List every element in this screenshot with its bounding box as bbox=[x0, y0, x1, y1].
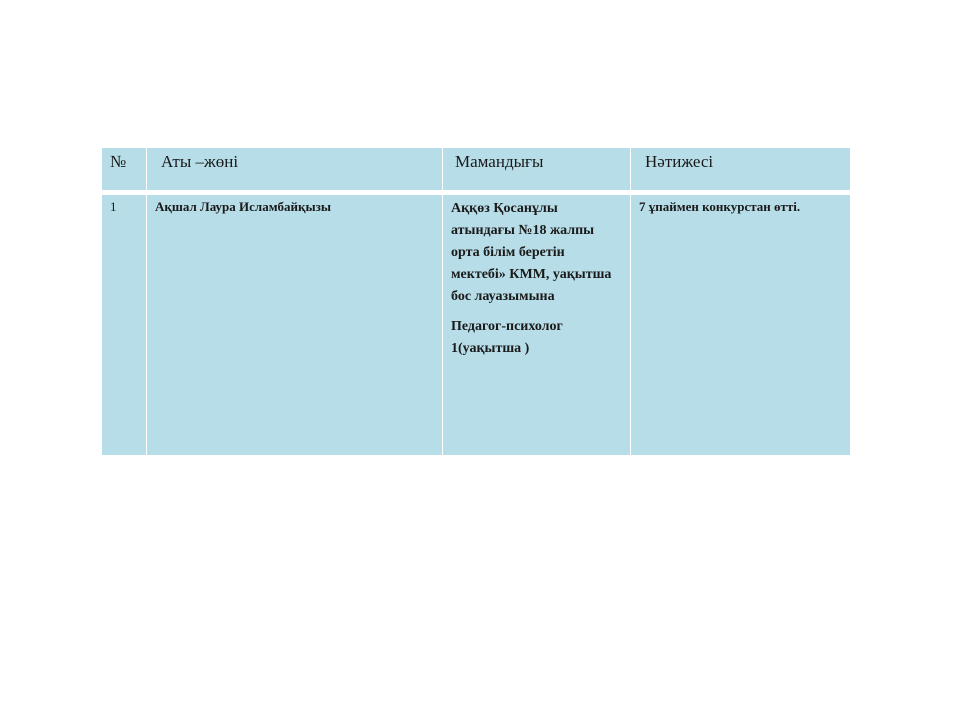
results-table: № Аты –жөні Мамандығы Нәтижесі 1 Ақшал Л… bbox=[102, 148, 850, 455]
row-name: Ақшал Лаура Исламбайқызы bbox=[147, 195, 443, 455]
row-specialty: Аққөз Қосанұлы атындағы №18 жалпы орта б… bbox=[451, 201, 612, 304]
row-result: 7 ұпаймен конкурстан өтті. bbox=[631, 195, 850, 455]
header-name: Аты –жөні bbox=[147, 148, 443, 190]
table-row: 1 Ақшал Лаура Исламбайқызы Аққөз Қосанұл… bbox=[102, 195, 850, 455]
row-specialty-cell: Аққөз Қосанұлы атындағы №18 жалпы орта б… bbox=[443, 195, 631, 455]
header-number: № bbox=[102, 148, 147, 190]
row-position: Педагог-психолог 1(уақытша ) bbox=[451, 319, 563, 356]
header-specialty: Мамандығы bbox=[443, 148, 631, 190]
row-number: 1 bbox=[102, 195, 147, 455]
table-header-row: № Аты –жөні Мамандығы Нәтижесі bbox=[102, 148, 850, 190]
header-result: Нәтижесі bbox=[631, 148, 850, 190]
